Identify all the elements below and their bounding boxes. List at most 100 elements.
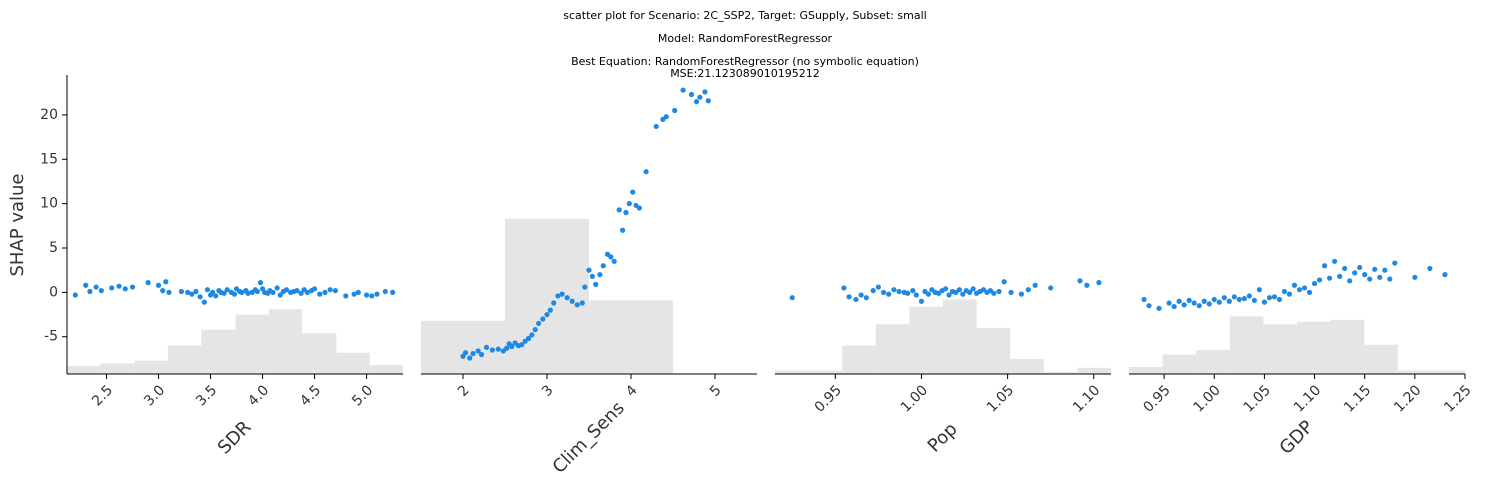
scatter-point	[1427, 265, 1433, 272]
histogram-bar	[842, 345, 876, 374]
scatter-point	[643, 169, 649, 175]
scatter-point	[1357, 264, 1363, 271]
scatter-point	[555, 293, 561, 299]
histogram-bar	[134, 360, 168, 374]
histogram-bar	[1263, 324, 1297, 374]
scatter-point	[611, 258, 617, 264]
scatter-point	[1226, 298, 1232, 304]
scatter-point	[896, 288, 902, 295]
histogram-bar	[1077, 367, 1111, 374]
scatter-point	[789, 295, 795, 301]
scatter-point	[875, 284, 881, 290]
scatter-point	[116, 283, 122, 289]
scatter-point	[294, 287, 300, 294]
scatter-point	[569, 298, 575, 304]
scatter-point	[688, 91, 695, 98]
scatter-point	[93, 284, 99, 290]
scatter-point	[163, 279, 169, 285]
scatter-point	[1286, 291, 1293, 297]
scatter-point	[1196, 303, 1202, 309]
histogram-bar	[67, 366, 101, 374]
histogram-bar	[875, 324, 910, 374]
scatter-point	[1236, 296, 1242, 303]
scatter-point	[1201, 298, 1207, 304]
histogram-bar	[909, 306, 943, 374]
scatter-point	[155, 282, 162, 288]
histogram-bar	[100, 363, 135, 374]
scatter-point	[270, 289, 276, 295]
scatter-point	[166, 289, 172, 295]
histogram-bar	[201, 329, 236, 374]
scatter-point	[1392, 260, 1398, 266]
scatter-point	[311, 286, 318, 292]
scatter-point	[1261, 299, 1268, 305]
x-tick-label: 1.15	[1341, 382, 1374, 415]
scatter-point	[1332, 258, 1338, 264]
scatter-point	[702, 89, 708, 95]
scatter-point	[374, 291, 380, 297]
histogram-bar	[1431, 370, 1465, 374]
scatter-point	[257, 280, 264, 286]
scatter-point	[478, 351, 485, 358]
histogram-bar	[1162, 354, 1197, 374]
scatter-point	[913, 292, 919, 298]
scatter-point	[298, 290, 304, 296]
scatter-point	[343, 293, 349, 299]
scatter-point	[1231, 294, 1237, 300]
scatter-point	[956, 287, 962, 293]
scatter-point	[532, 327, 538, 333]
scatter-point	[213, 293, 219, 299]
histogram-bar	[235, 314, 269, 374]
x-tick-label: 1.25	[1441, 382, 1474, 415]
scatter-point	[519, 342, 525, 348]
scatter-point	[544, 311, 550, 318]
scatter-point	[1141, 296, 1147, 303]
x-tick-label: 4.5	[297, 382, 324, 409]
scatter-point	[83, 282, 89, 288]
y-tick-label: 5	[49, 240, 58, 256]
x-tick-label: 3	[539, 382, 557, 400]
scatter-point	[283, 287, 290, 293]
scatter-point	[1321, 263, 1328, 269]
scatter-point	[846, 294, 852, 300]
x-tick-label: 1.00	[1191, 382, 1224, 415]
scatter-point	[1372, 266, 1378, 272]
scatter-point	[1211, 296, 1217, 303]
scatter-point	[626, 201, 632, 207]
scatter-point	[1206, 301, 1212, 307]
scatter-point	[1382, 267, 1388, 273]
scatter-point	[1377, 274, 1383, 280]
scatter-point	[1281, 288, 1288, 295]
x-tick-label: 1.10	[1070, 382, 1103, 415]
title-model: Model: RandomForestRegressor	[657, 32, 833, 45]
x-tick-label: 1.10	[1291, 382, 1324, 415]
histogram-bar	[302, 333, 337, 374]
scatter-point	[1048, 285, 1054, 291]
scatter-point	[224, 287, 230, 293]
scatter-point	[322, 289, 328, 295]
scatter-point	[946, 292, 952, 298]
histogram-bar	[1397, 370, 1432, 374]
scatter-point	[1146, 303, 1152, 309]
scatter-point	[967, 289, 973, 295]
scatter-point	[489, 347, 495, 353]
scatter-point	[470, 350, 476, 357]
histogram-bar	[1330, 319, 1365, 374]
scatter-point	[1191, 300, 1197, 306]
scatter-point	[197, 294, 203, 300]
scatter-point	[1171, 303, 1177, 310]
scatter-point	[277, 292, 283, 298]
scatter-point	[351, 291, 357, 297]
scatter-point	[910, 287, 916, 294]
histogram-bar	[976, 327, 1011, 374]
scatter-point	[1156, 305, 1162, 311]
scatter-point	[705, 98, 711, 104]
histogram-bar	[268, 309, 303, 374]
scatter-point	[231, 291, 238, 297]
scatter-point	[1387, 276, 1393, 282]
scatter-point	[1362, 272, 1368, 278]
scatter-point	[382, 288, 388, 295]
scatter-point	[1018, 291, 1024, 297]
scatter-point	[841, 285, 847, 291]
